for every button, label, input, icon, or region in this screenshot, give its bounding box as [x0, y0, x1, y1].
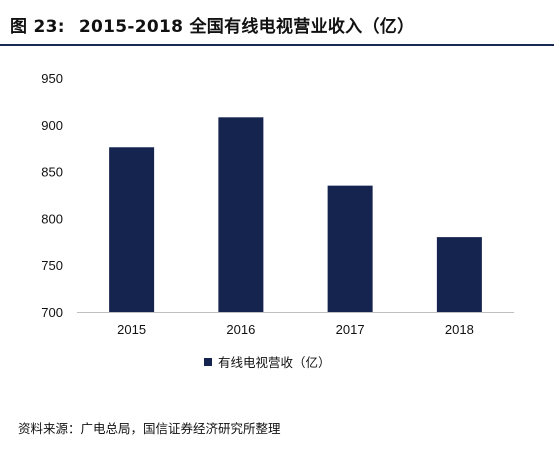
legend-label: 有线电视营收（亿） — [218, 355, 331, 370]
y-tick-label: 850 — [41, 165, 63, 180]
bars — [109, 117, 482, 312]
x-tick-label: 2015 — [117, 322, 146, 337]
x-tick-label: 2016 — [226, 322, 255, 337]
y-tick-label: 950 — [41, 71, 63, 86]
y-axis-ticks: 700 750 800 850 900 950 — [41, 71, 63, 320]
bar-2016 — [218, 117, 264, 312]
x-tick-label: 2018 — [445, 322, 474, 337]
bar-2018 — [436, 237, 482, 312]
x-axis-ticks: 2015 2016 2017 2018 — [117, 322, 474, 337]
figure-label: 图 23: — [10, 17, 65, 37]
figure-title: 图 23: 2015-2018 全国有线电视营业收入（亿） — [10, 12, 414, 37]
bar-2015 — [109, 147, 155, 312]
y-tick-label: 750 — [41, 258, 63, 273]
legend: 有线电视营收（亿） — [204, 355, 331, 370]
x-tick-label: 2017 — [336, 322, 365, 337]
y-tick-label: 900 — [41, 118, 63, 133]
figure-title-text: 2015-2018 全国有线电视营业收入（亿） — [78, 17, 415, 37]
y-tick-label: 700 — [41, 305, 63, 320]
bar-2017 — [327, 185, 373, 312]
y-tick-label: 800 — [41, 211, 63, 226]
figure-header: 图 23: 2015-2018 全国有线电视营业收入（亿） — [0, 0, 554, 46]
source-note: 资料来源：广电总局，国信证券经济研究所整理 — [18, 421, 281, 436]
legend-swatch — [204, 358, 212, 366]
